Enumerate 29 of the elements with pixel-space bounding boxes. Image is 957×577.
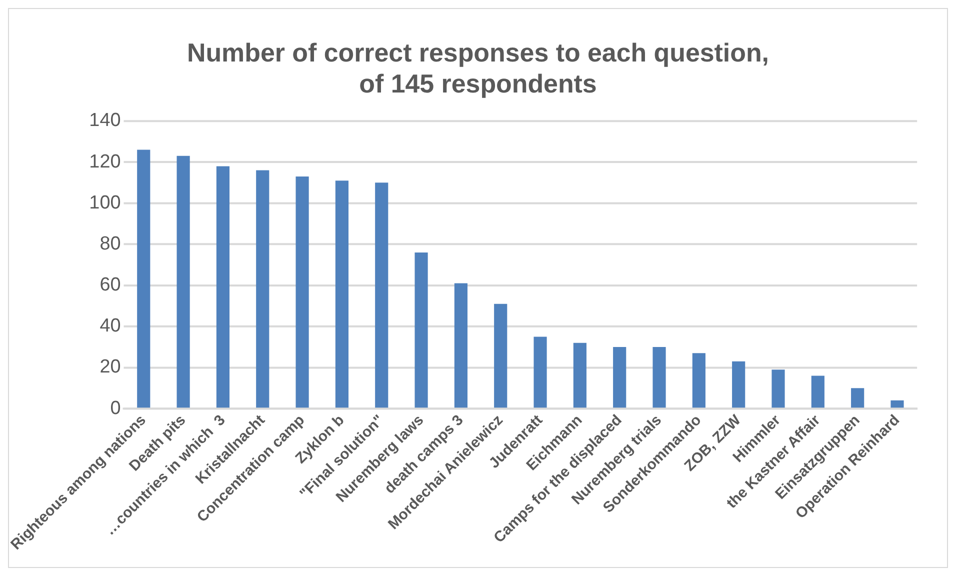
bar xyxy=(534,336,547,408)
bar xyxy=(137,150,150,408)
bar xyxy=(573,342,586,408)
bar xyxy=(732,361,746,408)
y-tick-label: 100 xyxy=(89,192,121,214)
bar xyxy=(375,182,388,408)
bar xyxy=(772,370,785,408)
y-tick-label: 60 xyxy=(100,274,121,296)
y-tick-label: 120 xyxy=(89,151,121,172)
chart-title: Number of correct responses to each question, of 145 respondents xyxy=(186,40,770,99)
bar xyxy=(216,166,230,408)
y-tick-label: 80 xyxy=(100,233,121,254)
bar xyxy=(613,346,626,408)
bar xyxy=(811,376,824,408)
y-tick-label: 140 xyxy=(89,110,121,132)
bar xyxy=(652,346,666,408)
bar xyxy=(176,156,190,408)
y-tick-label: 20 xyxy=(100,356,121,378)
bar xyxy=(414,252,428,408)
bar xyxy=(692,353,706,408)
bar xyxy=(256,170,270,408)
bar xyxy=(335,180,348,408)
bar xyxy=(454,283,468,408)
y-tick-label: 0 xyxy=(110,398,121,419)
y-tick-label: 40 xyxy=(100,316,121,337)
bar xyxy=(851,388,864,408)
bar xyxy=(296,176,309,408)
bar xyxy=(890,400,904,408)
bar xyxy=(494,304,508,408)
